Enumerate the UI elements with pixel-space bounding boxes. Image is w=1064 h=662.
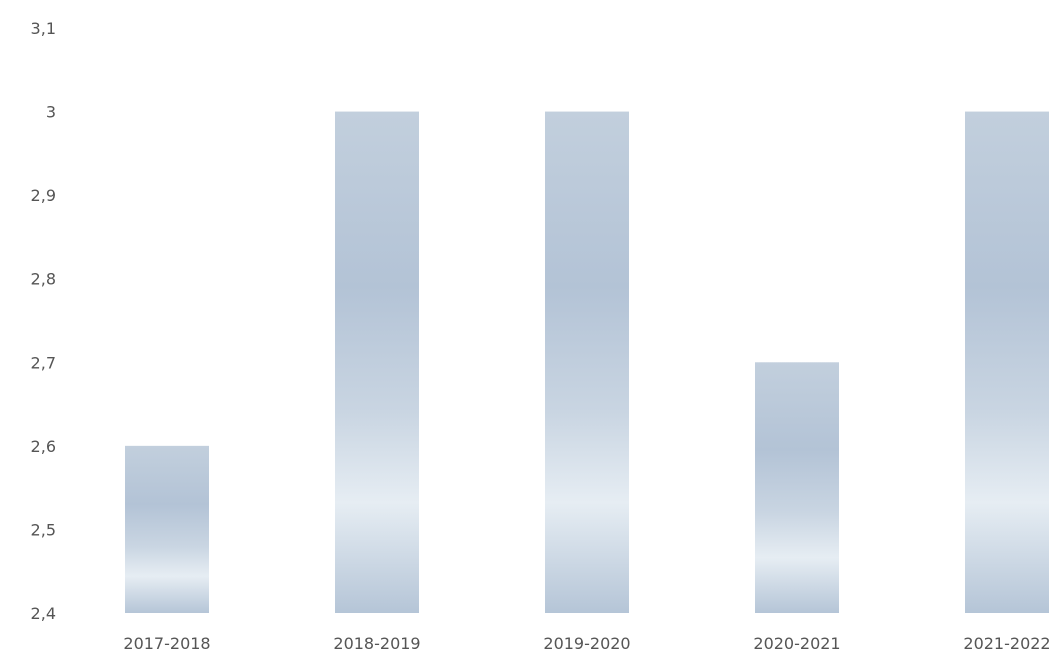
bar-2019-2020 bbox=[545, 111, 629, 614]
bar-series bbox=[125, 111, 1049, 614]
y-tick-label: 3 bbox=[46, 103, 56, 122]
bar-2021-2022 bbox=[965, 111, 1049, 614]
x-tick-label: 2021-2022 bbox=[963, 634, 1050, 653]
x-axis-tick-labels: 2017-2018 2018-2019 2019-2020 2020-2021 2021… bbox=[123, 634, 1050, 653]
bar-2017-2018 bbox=[125, 445, 209, 613]
y-tick-label: 2,7 bbox=[31, 353, 56, 372]
y-axis-tick-labels: 2,4 2,5 2,6 2,7 2,8 2,9 3 3,1 bbox=[31, 19, 56, 623]
x-tick-label: 2018-2019 bbox=[333, 634, 420, 653]
y-tick-label: 2,8 bbox=[31, 270, 56, 289]
y-tick-label: 2,5 bbox=[31, 520, 56, 539]
y-tick-label: 2,9 bbox=[31, 186, 56, 205]
bar-2018-2019 bbox=[335, 111, 419, 614]
x-tick-label: 2019-2020 bbox=[543, 634, 630, 653]
x-tick-label: 2017-2018 bbox=[123, 634, 210, 653]
y-tick-label: 2,6 bbox=[31, 437, 56, 456]
bar-2020-2021 bbox=[755, 362, 839, 613]
y-tick-label: 2,4 bbox=[31, 604, 56, 623]
x-tick-label: 2020-2021 bbox=[753, 634, 840, 653]
y-tick-label: 3,1 bbox=[31, 19, 56, 38]
